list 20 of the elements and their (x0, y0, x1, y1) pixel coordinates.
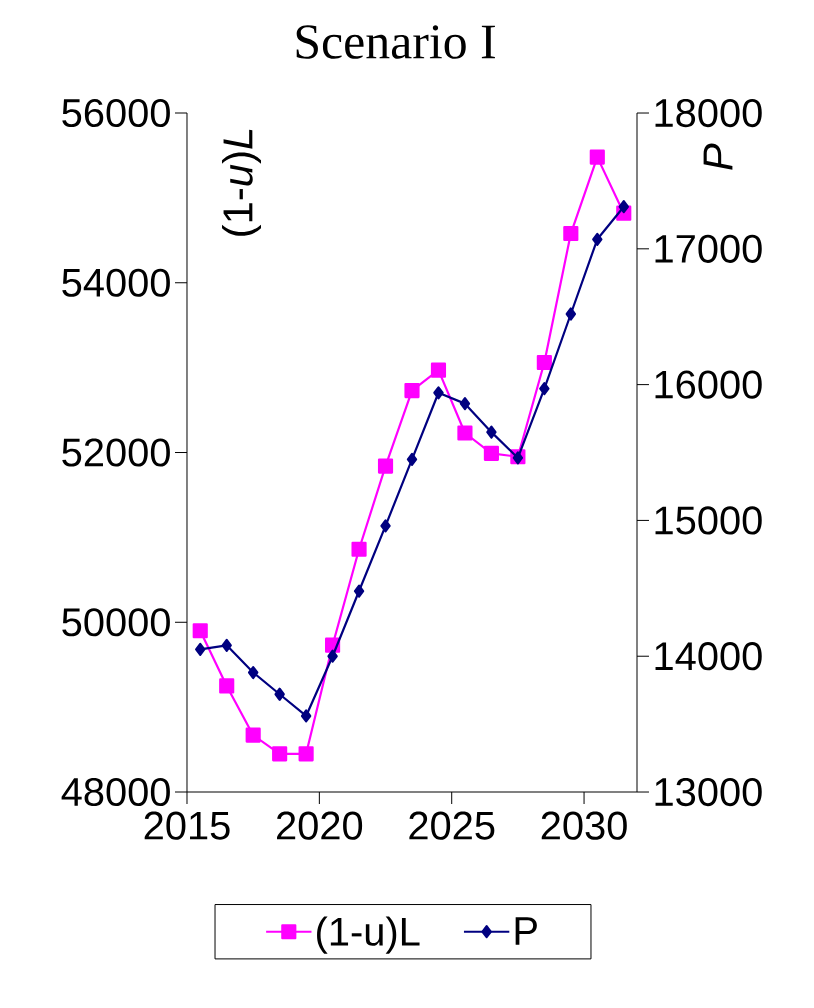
y2-tick-label: 17000 (655, 234, 762, 263)
x-tick-label: 2030 (541, 811, 627, 840)
y-tick-label: 50000 (62, 608, 170, 637)
y2-tick-label: 13000 (655, 777, 762, 807)
y2-tick-label: 15000 (655, 506, 762, 535)
y2-axis-title: P (703, 143, 733, 170)
x-tick-label: 2025 (409, 811, 495, 840)
y2-tick-label: 18000 (655, 98, 762, 128)
y2-tick-label: 16000 (655, 370, 762, 399)
y-tick-label: 54000 (62, 268, 170, 297)
y-tick-label: 56000 (62, 98, 170, 128)
x-tick-label: 2020 (277, 811, 363, 840)
legend-label: P (515, 917, 537, 945)
x-tick-label: 2015 (144, 811, 230, 840)
legend-label: (1-u)L (317, 916, 420, 954)
y-tick-label: 52000 (62, 438, 170, 467)
y-tick-label: 48000 (61, 777, 170, 807)
y2-tick-label: 14000 (655, 642, 762, 671)
chart-title: Scenario I (296, 25, 495, 59)
y-axis-title: (1-u)L (222, 129, 261, 236)
